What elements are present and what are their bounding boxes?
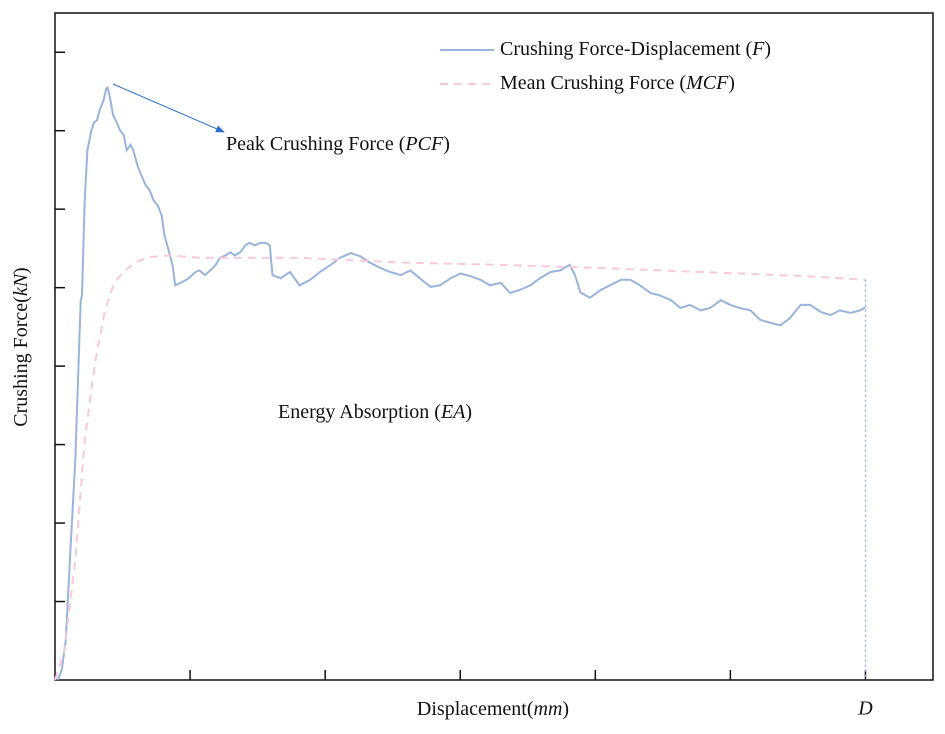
x-axis-label: Displacement(mm)	[417, 698, 569, 720]
series-line	[54, 254, 866, 681]
legend-label: Mean Crushing Force (MCF)	[500, 72, 735, 94]
plot-frame	[54, 12, 934, 681]
legend-label: Crushing Force-Displacement (F)	[500, 38, 771, 60]
series-line	[56, 85, 866, 681]
annotation-arrow	[112, 83, 225, 133]
y-axis-label: Crushing Force(kN)	[10, 267, 32, 426]
annotation: Energy Absorption (EA)	[278, 401, 472, 423]
x-tick-label: D	[857, 698, 873, 720]
annotation: Peak Crushing Force (PCF)	[226, 133, 450, 155]
